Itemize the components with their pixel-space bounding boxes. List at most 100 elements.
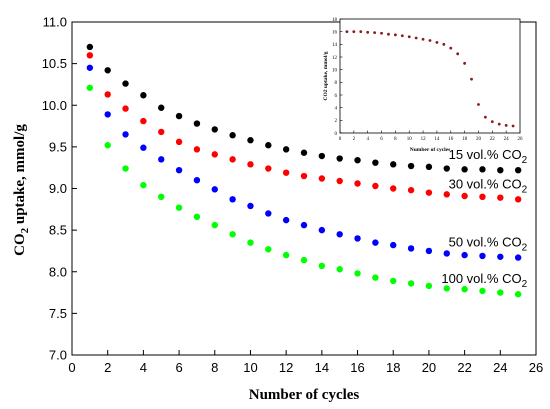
- main-y-axis: 7.0 7.5 8.0 8.5 9.0 9.5 10.0 10.5 11.0: [42, 15, 77, 363]
- inset-chart: 0 2 4 6 8 10 12 14 16 18 20 22 24 26 024681012141618 …: [323, 18, 523, 153]
- data-point: [479, 287, 486, 295]
- data-point: [211, 151, 218, 158]
- data-point: [140, 181, 147, 189]
- inset-data-point: [352, 30, 356, 34]
- data-point: [175, 112, 183, 120]
- y-tick-label: 7.5: [49, 306, 67, 321]
- data-point: [122, 165, 129, 172]
- data-point: [497, 194, 504, 201]
- data-point: [354, 156, 361, 164]
- data-point: [282, 146, 290, 153]
- data-point: [514, 291, 522, 298]
- x-tick-label: 22: [457, 360, 471, 375]
- data-point: [497, 166, 504, 174]
- inset-x-axis: 0 2 4 6 8 10 12 14 16 18 20 22 24 26: [339, 130, 524, 142]
- data-point: [175, 204, 183, 211]
- inset-data-point: [470, 77, 473, 81]
- data-point: [390, 161, 397, 168]
- data-point: [86, 43, 94, 51]
- data-point: [372, 159, 379, 166]
- inset-data-point: [497, 122, 501, 126]
- data-point: [282, 251, 290, 259]
- inset-y-axis: 0 2 4 6 8 10 12 14 16 18: [332, 18, 343, 137]
- data-point: [104, 142, 111, 149]
- data-point: [158, 156, 165, 163]
- inset-x-tick-label: 10: [407, 137, 413, 142]
- y-tick-label: 8.5: [49, 223, 67, 238]
- data-point: [407, 280, 415, 287]
- main-x-axis: 0 2 4 6 8 10 12 14 16 18 20 22 24 26: [68, 350, 543, 375]
- series-labels: 15 vol.% CO2 30 vol.% CO2 50 vol.% CO2 100 …: [441, 147, 527, 290]
- data-point: [265, 246, 272, 253]
- data-point: [354, 180, 361, 187]
- data-point: [158, 193, 165, 201]
- x-tick-label: 20: [422, 360, 436, 375]
- inset-data-point: [477, 103, 480, 106]
- data-point: [390, 277, 397, 285]
- inset-x-tick-label: 26: [518, 137, 524, 142]
- data-point: [86, 84, 94, 91]
- y-tick-label: 11.0: [43, 15, 67, 30]
- data-point: [425, 189, 433, 196]
- inset-data-point: [483, 115, 487, 119]
- inset-data-point: [387, 32, 390, 36]
- inset-data-point: [449, 46, 453, 50]
- data-point: [461, 286, 468, 293]
- data-point: [193, 213, 201, 221]
- inset-y-tick-label: 4: [335, 106, 338, 111]
- data-point: [140, 144, 147, 151]
- data-point: [122, 80, 129, 87]
- data-point: [229, 231, 236, 238]
- series-3: [86, 84, 522, 298]
- inset-y-axis-title: CO2 uptake, mmol/g: [323, 51, 329, 100]
- data-point: [461, 166, 468, 173]
- data-point: [229, 156, 236, 163]
- data-point: [479, 166, 486, 173]
- inset-x-tick-label: 24: [504, 137, 510, 142]
- data-point: [86, 64, 94, 71]
- inset-data-point: [359, 30, 363, 34]
- series-2: [86, 64, 522, 261]
- inset-x-tick-label: 4: [366, 137, 369, 142]
- data-point: [211, 126, 218, 133]
- inset-x-tick-label: 6: [380, 137, 383, 142]
- data-point: [104, 91, 111, 98]
- inset-data-point: [345, 30, 349, 34]
- series-0: [86, 43, 522, 174]
- x-tick-label: 14: [315, 360, 329, 375]
- inset-data-point: [428, 39, 432, 42]
- x-tick-label: 24: [493, 360, 507, 375]
- data-point: [443, 285, 450, 292]
- data-point: [193, 120, 201, 127]
- data-point: [354, 235, 361, 242]
- x-tick-label: 0: [68, 360, 75, 375]
- data-point: [390, 185, 397, 192]
- x-tick-label: 18: [386, 360, 400, 375]
- data-point: [86, 52, 94, 59]
- data-point: [211, 186, 218, 193]
- inset-data-point: [421, 37, 425, 41]
- data-point: [318, 226, 326, 234]
- inset-x-tick-label: 12: [421, 137, 427, 142]
- x-axis-title: Number of cycles: [249, 387, 360, 403]
- x-tick-label: 2: [104, 360, 111, 375]
- inset-data-point: [511, 124, 515, 128]
- y-tick-label: 7.0: [49, 348, 67, 363]
- data-point: [497, 253, 504, 260]
- data-point: [300, 149, 308, 156]
- inset-y-tick-label: 16: [332, 30, 338, 35]
- data-point: [443, 191, 450, 198]
- data-point: [407, 245, 415, 252]
- data-point: [372, 274, 379, 281]
- inset-y-tick-label: 12: [332, 56, 338, 61]
- data-point: [514, 166, 522, 174]
- inset-y-tick-label: 0: [335, 132, 338, 137]
- y-tick-label: 10.5: [42, 56, 67, 71]
- data-point: [211, 221, 218, 229]
- data-point: [479, 193, 486, 201]
- inset-data-point: [407, 35, 411, 39]
- data-point: [354, 270, 361, 277]
- inset-data-point: [380, 31, 383, 35]
- inset-x-tick-label: 0: [339, 137, 342, 142]
